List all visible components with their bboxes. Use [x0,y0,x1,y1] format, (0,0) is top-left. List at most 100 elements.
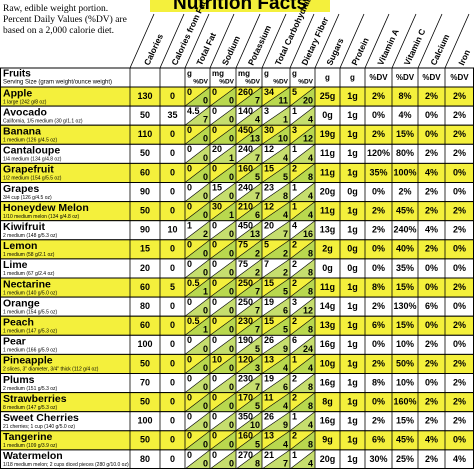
daily-value: 4 [308,153,313,163]
daily-value: 4 [308,458,313,468]
daily-value: 1 [229,153,234,163]
amount: 1 [292,182,297,192]
daily-value: 7 [255,191,260,201]
daily-value: 24 [303,344,313,354]
cell-value: 90 [140,225,150,235]
cell-value: 2% [372,225,385,235]
serving-size: 1 medium (140 g/5.0 oz) [3,290,58,296]
cell-value: 35% [369,167,387,177]
label-header: Fruits [3,69,31,80]
cell-value: 0% [372,397,385,407]
amount: 0 [212,335,217,345]
amount: 75 [238,259,248,269]
cell-value: 80 [140,454,150,464]
amount: 0 [187,335,192,345]
amount: 5 [292,87,297,97]
daily-value: 4 [283,210,288,220]
amount: 0 [212,431,217,441]
cell-value: 0 [170,358,175,368]
amount: 10 [212,354,222,364]
cell-value: 1g [347,206,358,216]
fruit-name: Kiwifruit [3,221,45,233]
daily-value: 5 [283,286,288,296]
cell-diagonal [209,430,237,451]
cell-value: 45% [396,435,414,445]
unit: %DV [396,73,415,82]
amount: 0 [187,450,192,460]
amount: 3 [292,125,297,135]
amount: 0 [187,144,192,154]
cell-diagonal [289,411,316,432]
cell-value: 8% [398,91,411,101]
cell-value: 2% [453,397,466,407]
amount: 450 [238,125,253,135]
cell-value: 0 [170,244,175,254]
daily-value: 5 [255,172,260,182]
amount: 1 [292,450,297,460]
cell-diagonal [235,239,263,260]
cell-value: 2% [425,244,438,254]
cell-diagonal [184,411,211,432]
daily-value: 1 [203,325,208,335]
daily-value: 0 [229,248,234,258]
cell-diagonal [235,277,263,298]
daily-value: 0 [229,306,234,316]
cell-value: 90 [140,186,150,196]
cell-diagonal [261,392,291,412]
cell-value: 1g [347,301,358,311]
daily-value: 7 [255,153,260,163]
cell-value: 16g [320,377,336,387]
amount: 2 [292,240,297,250]
cell-diagonal [209,105,237,126]
cell-value: 0g [322,110,333,120]
cell-diagonal [184,354,211,374]
cell-diagonal [289,277,316,298]
fruit-name: Strawberries [3,393,67,405]
amount: 30 [212,201,222,211]
cell-value: 120% [367,148,390,158]
cell-value: 1g [347,339,358,349]
cell-value: 8% [372,282,385,292]
amount: 0 [187,431,192,441]
cell-diagonal [184,277,211,298]
cell-diagonal [235,315,263,336]
daily-value: 5 [283,325,288,335]
amount: 2 [292,278,297,288]
cell-diagonal [261,144,291,164]
amount: 15 [264,316,274,326]
unit: %DV [273,79,288,86]
cell-diagonal [184,449,211,469]
fruit-name: Cantaloupe [3,145,60,157]
cell-diagonal [235,124,263,145]
daily-value: 4 [255,115,260,125]
amount: 3 [292,297,297,307]
daily-value: 0 [203,95,208,105]
amount: 450 [238,221,253,231]
cell-value: 70 [140,377,150,387]
amount: 240 [238,144,253,154]
cell-value: 1g [347,91,358,101]
cell-diagonal [235,182,263,202]
cell-value: 1g [347,377,358,387]
cell-diagonal [184,392,211,412]
daily-value: 0 [203,172,208,182]
cell-value: 8g [322,397,333,407]
title-band [150,0,330,12]
cell-value: 30% [369,454,387,464]
cell-value: 25% [396,454,414,464]
amount: 1 [292,354,297,364]
cell-value: 15% [396,320,414,330]
amount: 0 [187,125,192,135]
cell-value: 110 [138,129,153,139]
cell-diagonal [261,201,291,221]
column-label: Vitamin A [375,27,400,66]
cell-value: 2% [453,206,466,216]
cell-value: 60 [140,320,150,330]
cell-value: 2% [372,416,385,426]
column-label: Total Fat [194,31,218,67]
cell-diagonal [184,315,211,336]
cell-diagonal [289,201,316,221]
serving-size: 21 cherries; 1 cup (140 g/5.0 oz) [3,424,75,430]
header-divider [391,13,417,69]
